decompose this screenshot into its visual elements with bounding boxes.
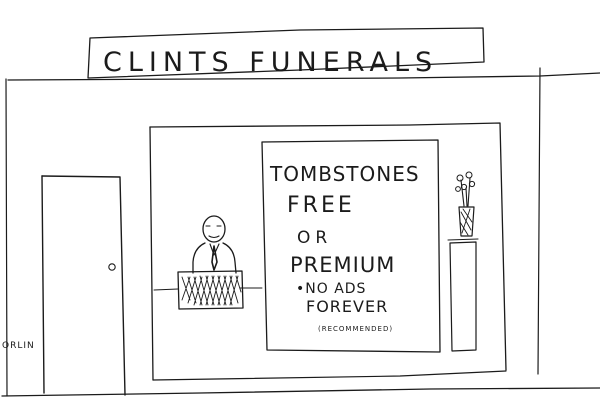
door-knob [108, 263, 116, 271]
shop-window [149, 122, 507, 381]
roof-sign: CLINTS FUNERALS [87, 27, 485, 79]
poster-line-tombstones: TOMBSTONES [269, 162, 420, 186]
poster-line-recommended: (RECOMMENDED) [318, 325, 393, 333]
poster-line-forever: FOREVER [306, 297, 388, 316]
poster-line-premium: PREMIUM [290, 253, 395, 277]
poster: TOMBSTONES FREE OR PREMIUM •NO ADS FOREV… [261, 139, 441, 353]
building-outline [1, 67, 600, 397]
door [41, 175, 126, 396]
artist-signature: ORLIN [2, 341, 35, 351]
flower-vase [455, 171, 476, 237]
desk [177, 270, 244, 310]
sign-text: CLINTS FUNERALS [103, 47, 438, 78]
salesman [192, 215, 237, 274]
poster-line-free: FREE [287, 193, 355, 218]
poster-line-or: OR [297, 228, 332, 248]
signature-text: ORLIN [2, 341, 35, 351]
poster-line-no-ads: •NO ADS [296, 281, 366, 297]
pedestal [447, 238, 479, 352]
